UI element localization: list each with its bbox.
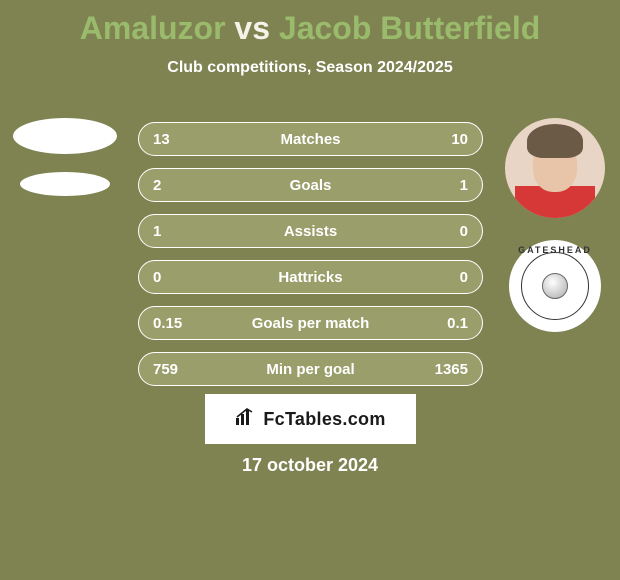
branding-text: FcTables.com <box>263 409 385 430</box>
player-right-name: Jacob Butterfield <box>279 10 540 46</box>
stat-label: Goals per match <box>201 315 420 332</box>
stat-right-value: 0.1 <box>420 315 468 332</box>
left-avatar-placeholder-2 <box>20 172 110 196</box>
right-player-photo <box>505 118 605 218</box>
stat-row-goals: 2 Goals 1 <box>138 168 483 202</box>
stat-row-matches: 13 Matches 10 <box>138 122 483 156</box>
stat-label: Assists <box>201 223 420 240</box>
ball-icon <box>542 273 568 299</box>
stat-right-value: 10 <box>420 131 468 148</box>
stat-right-value: 1 <box>420 177 468 194</box>
player-left-name: Amaluzor <box>80 10 226 46</box>
stat-right-value: 0 <box>420 223 468 240</box>
left-player-avatars <box>10 118 120 196</box>
stat-right-value: 0 <box>420 269 468 286</box>
club-badge-text: GATESHEAD <box>509 245 601 255</box>
left-avatar-placeholder-1 <box>13 118 117 154</box>
stat-left-value: 759 <box>153 361 201 378</box>
stat-left-value: 2 <box>153 177 201 194</box>
stat-row-hattricks: 0 Hattricks 0 <box>138 260 483 294</box>
stat-right-value: 1365 <box>420 361 468 378</box>
chart-icon <box>235 408 257 431</box>
stat-label: Goals <box>201 177 420 194</box>
stat-row-assists: 1 Assists 0 <box>138 214 483 248</box>
right-player-avatars: GATESHEAD <box>500 118 610 332</box>
subtitle: Club competitions, Season 2024/2025 <box>0 59 620 77</box>
vs-text: vs <box>234 10 270 46</box>
stat-left-value: 0.15 <box>153 315 201 332</box>
stat-row-mpg: 759 Min per goal 1365 <box>138 352 483 386</box>
stat-label: Matches <box>201 131 420 148</box>
stat-left-value: 0 <box>153 269 201 286</box>
stat-label: Min per goal <box>201 361 420 378</box>
date-text: 17 october 2024 <box>0 455 620 476</box>
comparison-title: Amaluzor vs Jacob Butterfield <box>0 0 620 47</box>
stat-label: Hattricks <box>201 269 420 286</box>
stat-left-value: 13 <box>153 131 201 148</box>
stat-row-gpm: 0.15 Goals per match 0.1 <box>138 306 483 340</box>
right-club-badge: GATESHEAD <box>509 240 601 332</box>
stat-left-value: 1 <box>153 223 201 240</box>
stats-container: 13 Matches 10 2 Goals 1 1 Assists 0 0 Ha… <box>138 122 483 398</box>
fctables-branding: FcTables.com <box>205 394 416 444</box>
